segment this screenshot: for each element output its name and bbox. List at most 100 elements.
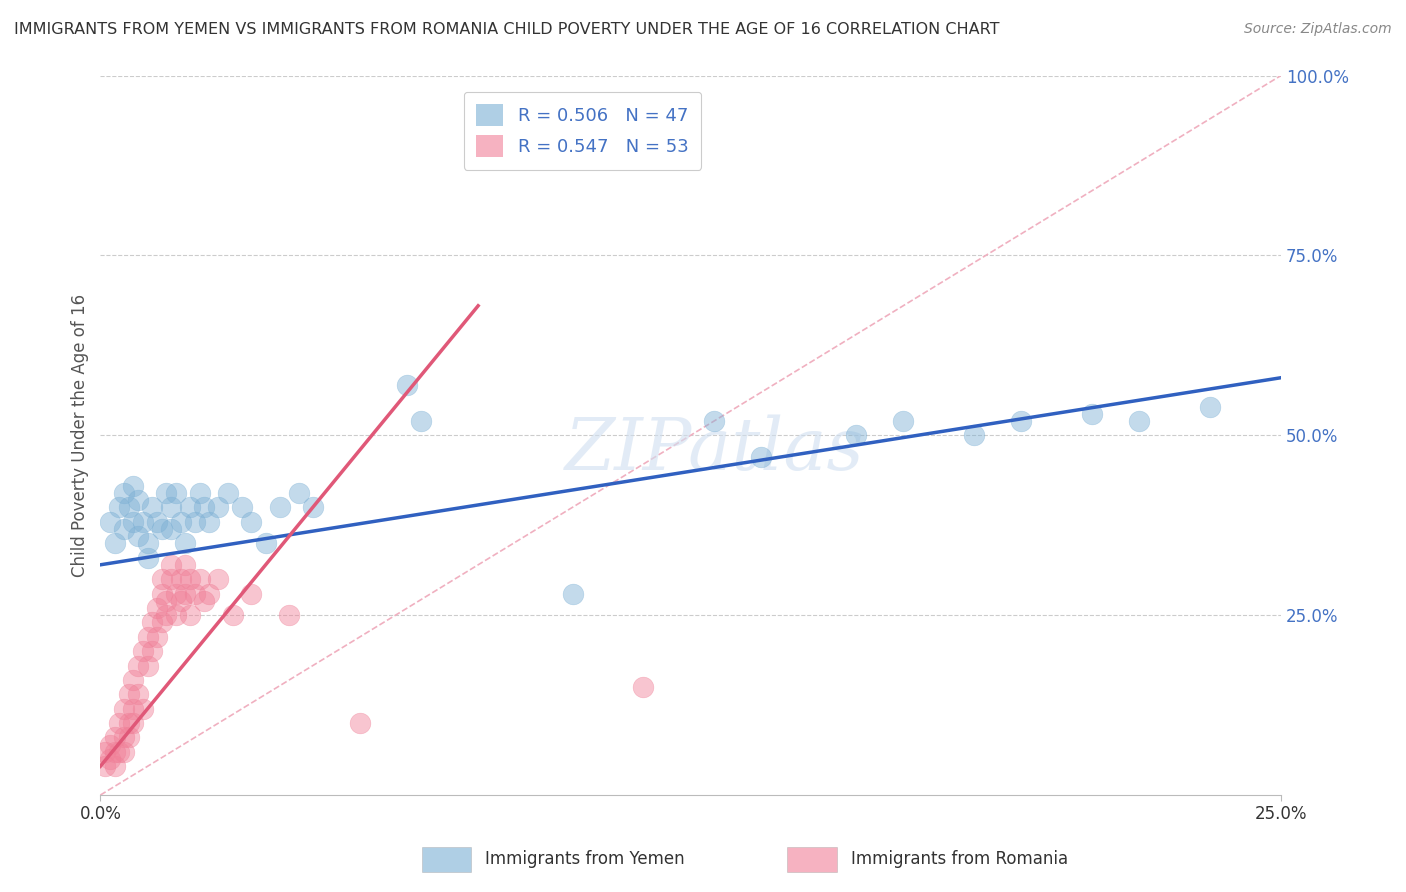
Point (963, 428, 986, 442)
Point (217, 486, 239, 500)
Point (302, 500, 325, 515)
Point (122, 702, 145, 716)
Text: IMMIGRANTS FROM YEMEN VS IMMIGRANTS FROM ROMANIA CHILD POVERTY UNDER THE AGE OF : IMMIGRANTS FROM YEMEN VS IMMIGRANTS FROM… (14, 22, 1000, 37)
Point (146, 630, 169, 644)
Point (1128, 414, 1150, 428)
Point (122, 478, 145, 492)
Point (169, 572, 191, 586)
Point (118, 500, 141, 515)
Point (349, 716, 371, 731)
Point (103, 731, 125, 745)
Point (122, 515, 145, 529)
Point (160, 500, 183, 515)
Point (160, 522, 183, 536)
Point (94, 759, 117, 773)
Point (98, 738, 121, 752)
Point (150, 586, 173, 600)
Point (103, 745, 125, 759)
Point (184, 515, 207, 529)
Point (198, 515, 221, 529)
Point (118, 731, 141, 745)
Point (94, 745, 117, 759)
Point (155, 594, 177, 608)
Text: Source: ZipAtlas.com: Source: ZipAtlas.com (1244, 22, 1392, 37)
Point (98, 515, 121, 529)
Point (132, 702, 155, 716)
Point (160, 558, 183, 572)
Point (127, 687, 149, 701)
Point (169, 594, 191, 608)
Point (633, 680, 655, 694)
Point (703, 414, 725, 428)
Point (103, 759, 125, 773)
Point (98, 752, 121, 766)
Text: ZIPatlas: ZIPatlas (564, 415, 865, 485)
Point (179, 572, 201, 586)
Point (188, 572, 211, 586)
Point (240, 515, 263, 529)
Point (136, 630, 159, 644)
Point (141, 500, 163, 515)
Point (169, 515, 191, 529)
Point (141, 644, 163, 658)
Point (193, 500, 215, 515)
Point (396, 378, 419, 392)
Point (184, 586, 207, 600)
Point (561, 586, 583, 600)
Point (165, 486, 187, 500)
Point (127, 493, 149, 508)
Point (411, 414, 433, 428)
Point (751, 450, 773, 464)
Point (132, 644, 155, 658)
Point (112, 486, 135, 500)
Point (136, 658, 159, 673)
Point (1010, 414, 1032, 428)
Point (118, 687, 141, 701)
Point (112, 745, 135, 759)
Point (141, 615, 163, 630)
Point (146, 515, 169, 529)
Point (1081, 407, 1104, 421)
Point (207, 500, 229, 515)
Point (287, 486, 309, 500)
Point (231, 500, 253, 515)
Point (112, 702, 135, 716)
Point (122, 716, 145, 731)
Point (1199, 400, 1222, 414)
Point (112, 522, 135, 536)
Point (193, 594, 215, 608)
Point (150, 572, 173, 586)
Point (240, 586, 263, 600)
Point (108, 745, 131, 759)
Point (136, 550, 159, 565)
Point (269, 500, 291, 515)
Point (127, 529, 149, 543)
Point (891, 414, 914, 428)
Point (174, 536, 197, 550)
Point (155, 486, 177, 500)
Point (221, 608, 243, 623)
Point (108, 500, 131, 515)
Point (845, 428, 868, 442)
Point (278, 608, 301, 623)
Point (155, 608, 177, 623)
Point (254, 536, 277, 550)
Y-axis label: Child Poverty Under the Age of 16: Child Poverty Under the Age of 16 (72, 293, 89, 577)
Point (127, 658, 149, 673)
Point (132, 515, 155, 529)
Point (146, 601, 169, 615)
Point (165, 608, 187, 623)
Point (150, 615, 173, 630)
Point (108, 716, 131, 731)
Point (118, 716, 141, 731)
Legend: R = 0.506   N = 47, R = 0.547   N = 53: R = 0.506 N = 47, R = 0.547 N = 53 (464, 92, 702, 170)
Point (174, 558, 197, 572)
Point (174, 586, 197, 600)
Text: Immigrants from Yemen: Immigrants from Yemen (485, 850, 685, 868)
Point (150, 522, 173, 536)
Point (188, 486, 211, 500)
Point (207, 572, 229, 586)
Point (160, 572, 183, 586)
Point (179, 608, 201, 623)
Text: Immigrants from Romania: Immigrants from Romania (851, 850, 1067, 868)
